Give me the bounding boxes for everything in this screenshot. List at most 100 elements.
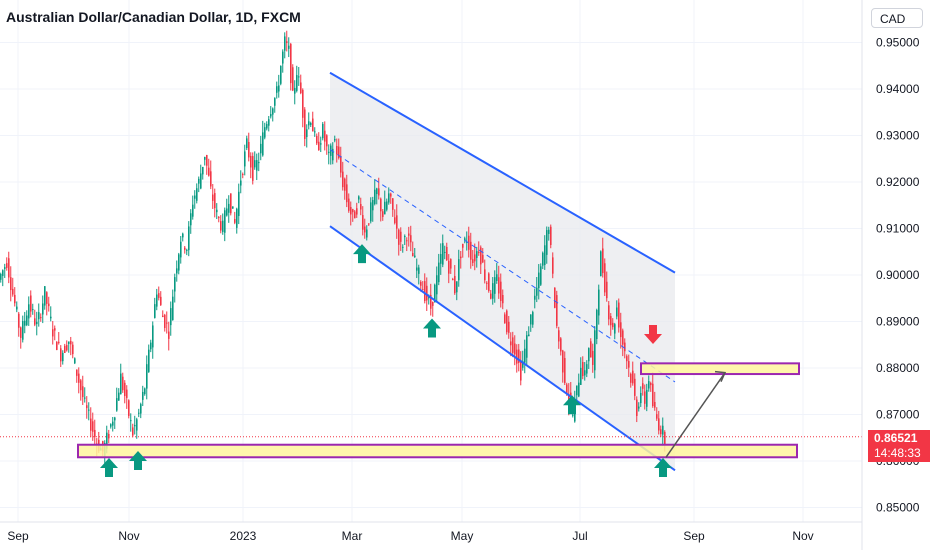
projection-arrowhead: [714, 370, 727, 382]
candle-body: [306, 129, 308, 138]
candle-body: [594, 330, 596, 371]
chart-title: Australian Dollar/Canadian Dollar, 1D, F…: [6, 9, 301, 25]
candle-body: [60, 348, 62, 362]
candle-body: [348, 198, 350, 211]
candle-body: [510, 341, 512, 346]
time-tick-label: Sep: [7, 529, 29, 543]
candle-body: [200, 173, 202, 189]
candle-body: [488, 273, 490, 291]
channel-fill: [330, 72, 675, 471]
price-tick-label: 0.88000: [876, 361, 920, 375]
up-arrow-icon[interactable]: [353, 244, 371, 264]
candle-body: [630, 373, 632, 383]
candle-body: [632, 370, 634, 384]
candle-body: [566, 384, 568, 394]
candle-body: [382, 211, 384, 217]
candle-body: [136, 419, 138, 431]
price-tick-label: 0.89000: [876, 315, 920, 329]
candle-body: [436, 275, 438, 295]
candle-body: [108, 433, 110, 439]
candle-body: [548, 229, 550, 234]
candle-body: [144, 388, 146, 395]
candle-body: [624, 342, 626, 352]
candle-body: [626, 356, 628, 362]
candle-body: [416, 267, 418, 271]
currency-button[interactable]: CAD: [871, 8, 923, 28]
candle-body: [518, 349, 520, 363]
candle-body: [354, 211, 356, 219]
candle-body: [208, 167, 210, 176]
candle-body: [42, 303, 44, 315]
channel-mid-line[interactable]: [329, 149, 676, 383]
candle-body: [54, 328, 56, 331]
time-tick-label: Mar: [342, 529, 363, 543]
arrows[interactable]: [100, 244, 672, 477]
candle-body: [522, 361, 524, 368]
candle-body: [428, 297, 430, 299]
candle-body: [588, 348, 590, 362]
candle-body: [544, 245, 546, 266]
candle-body: [550, 226, 552, 245]
up-arrow-icon[interactable]: [129, 451, 147, 470]
up-arrow-icon[interactable]: [654, 457, 672, 477]
candle-body: [454, 275, 456, 294]
down-arrow-icon[interactable]: [644, 325, 662, 345]
candle-body: [30, 295, 32, 312]
candle-body: [508, 321, 510, 333]
candle-body: [140, 404, 142, 414]
candle-body: [58, 341, 60, 343]
candle-body: [4, 267, 6, 269]
candle-body: [562, 350, 564, 373]
candle-body: [628, 361, 630, 368]
price-tick-label: 0.91000: [876, 222, 920, 236]
candle-body: [268, 119, 270, 126]
candle-body: [378, 188, 380, 196]
projection-line[interactable]: [665, 372, 726, 458]
candle-body: [256, 160, 258, 171]
time-tick-label: Nov: [118, 529, 139, 543]
candle-body: [464, 238, 466, 241]
candle-body: [358, 196, 360, 200]
candle-body: [536, 287, 538, 296]
candle-body: [158, 293, 160, 298]
candle-body: [230, 193, 232, 214]
candle-body: [174, 277, 176, 292]
support-zone[interactable]: [77, 443, 798, 459]
up-arrow-icon[interactable]: [100, 457, 118, 477]
up-arrow-icon[interactable]: [423, 318, 441, 338]
time-axis[interactable]: Sep Nov 2023 Mar May Jul Sep Nov: [0, 521, 862, 543]
channel-lines[interactable]: [329, 71, 676, 472]
candle-body: [250, 155, 252, 168]
candle-body: [182, 233, 184, 238]
up-arrow-icon[interactable]: [563, 395, 581, 415]
candle-body: [288, 45, 290, 49]
candle-body: [262, 132, 264, 156]
price-axis[interactable]: 0.95000 0.94000 0.93000 0.92000 0.91000 0.900…: [861, 0, 920, 550]
candle-body: [76, 369, 78, 376]
candle-body: [308, 121, 310, 126]
candle-body: [656, 414, 658, 419]
candle-body: [346, 184, 348, 203]
resistance-zone[interactable]: [640, 362, 800, 376]
candle-body: [342, 171, 344, 188]
candle-body: [142, 391, 144, 400]
candle-body: [620, 322, 622, 338]
candle-body: [214, 193, 216, 209]
candle-body: [424, 281, 426, 301]
candle-body: [302, 89, 304, 118]
candle-body: [68, 341, 70, 344]
candle-body: [640, 392, 642, 404]
candle-body: [388, 193, 390, 203]
candle-body: [524, 348, 526, 363]
candle-body: [18, 313, 20, 328]
candle-body: [360, 204, 362, 210]
candle-body: [146, 364, 148, 389]
candle-body: [310, 123, 312, 125]
channel-upper-line[interactable]: [329, 71, 676, 274]
zones[interactable]: [77, 362, 800, 459]
channel-lower-line[interactable]: [329, 225, 676, 472]
candle-body: [162, 315, 164, 318]
time-tick-label: 2023: [230, 529, 257, 543]
candle-body: [372, 200, 374, 211]
